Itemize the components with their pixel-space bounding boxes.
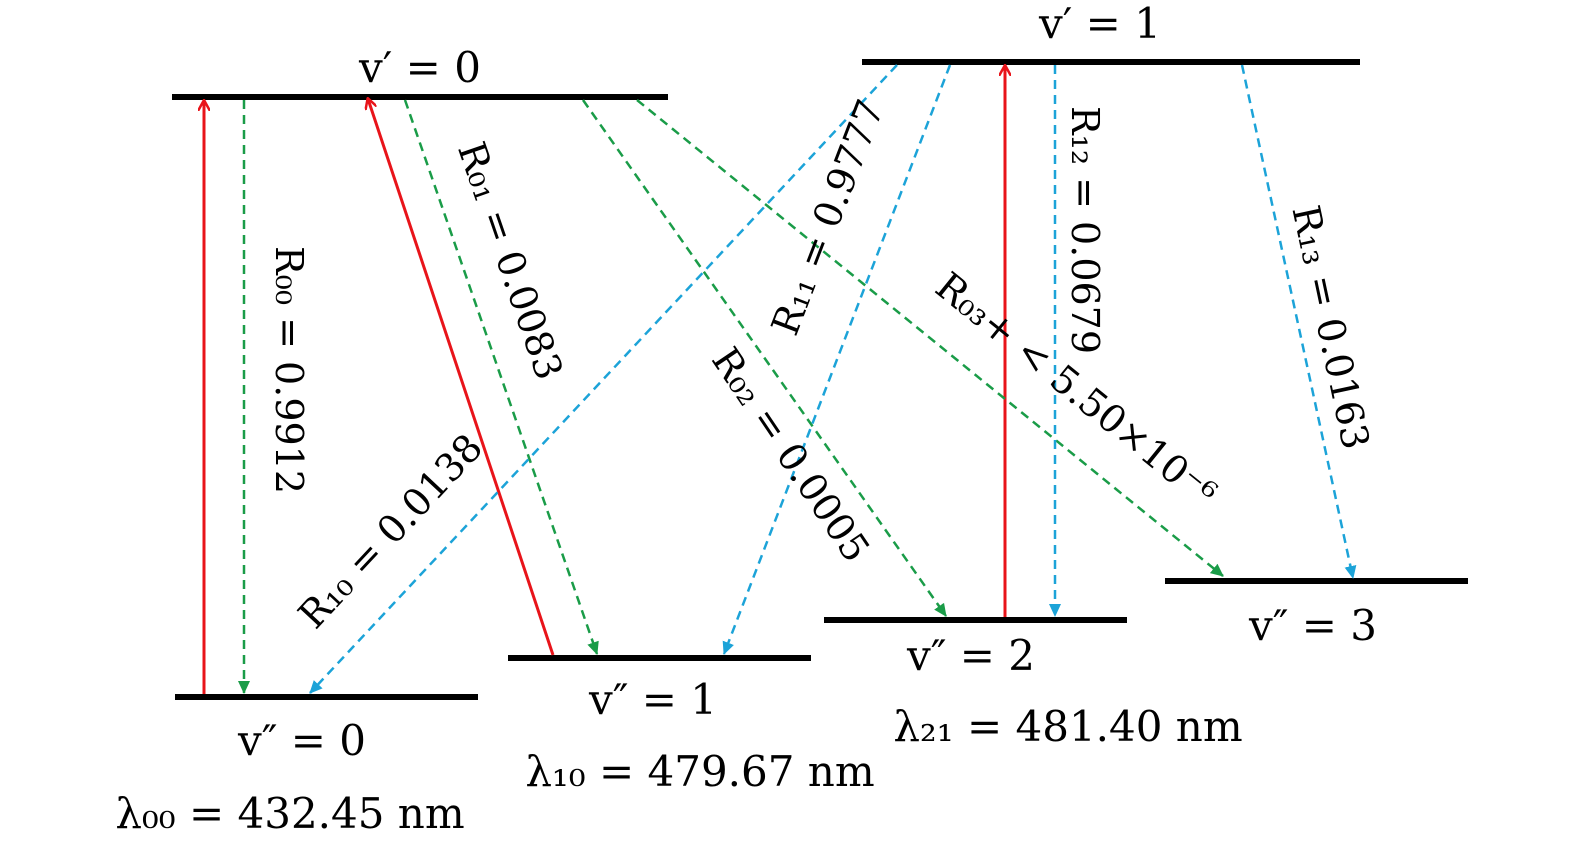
lower-level-label-v0: v″ = 0 xyxy=(237,716,366,765)
decay-arrow-R10 xyxy=(309,64,898,694)
lower-level-label-v2: v″ = 2 xyxy=(906,631,1035,680)
ratio-label-R00: R₀₀ = 0.9912 xyxy=(267,246,311,494)
pump-arrow-10 xyxy=(368,99,555,656)
decay-arrow-R03 xyxy=(636,99,1224,577)
decay-arrow-R11 xyxy=(722,64,952,655)
lower-level-label-v1: v″ = 1 xyxy=(588,675,717,724)
upper-level-label-v1: v′ = 1 xyxy=(1038,0,1161,48)
ratio-label-R02: R₀₂ = 0.0005 xyxy=(703,340,878,570)
decay-arrow-R13 xyxy=(1240,64,1357,579)
ratio-label-R13: R₁₃ = 0.0163 xyxy=(1283,201,1378,453)
wavelength-label-00: λ₀₀ = 432.45 nm xyxy=(115,789,464,838)
ratio-label-R12: R₁₂ = 0.0679 xyxy=(1063,106,1107,354)
wavelength-label-10: λ₁₀ = 479.67 nm xyxy=(525,747,874,796)
lower-level-label-v3: v″ = 3 xyxy=(1248,601,1377,650)
upper-level-label-v0: v′ = 0 xyxy=(358,43,481,92)
wavelength-label-21: λ₂₁ = 481.40 nm xyxy=(893,702,1242,751)
decay-arrow-R02 xyxy=(581,99,948,617)
decay-arrow-R01 xyxy=(403,99,599,655)
ratio-label-R01: R₀₁ = 0.0083 xyxy=(449,136,571,385)
